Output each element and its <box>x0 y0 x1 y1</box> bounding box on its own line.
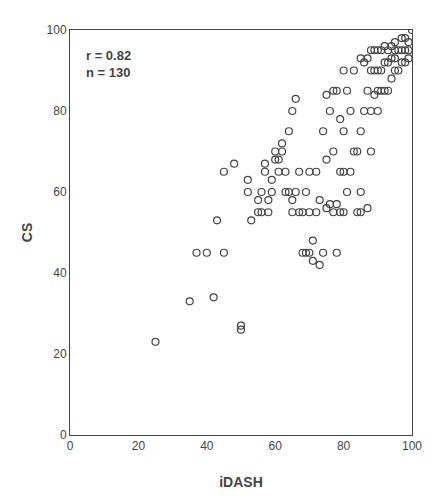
svg-text:20: 20 <box>132 439 146 453</box>
svg-text:80: 80 <box>53 104 67 118</box>
svg-text:0: 0 <box>67 439 74 453</box>
svg-text:40: 40 <box>200 439 214 453</box>
svg-text:40: 40 <box>53 266 67 280</box>
svg-text:100: 100 <box>402 439 422 453</box>
svg-text:100: 100 <box>47 23 67 37</box>
svg-text:60: 60 <box>53 185 67 199</box>
svg-text:20: 20 <box>53 347 67 361</box>
svg-text:CS: CS <box>19 223 35 242</box>
svg-text:80: 80 <box>337 439 351 453</box>
svg-text:0: 0 <box>60 428 67 442</box>
svg-text:iDASH: iDASH <box>219 474 263 490</box>
svg-text:60: 60 <box>269 439 283 453</box>
svg-text:r = 0.82n = 130: r = 0.82n = 130 <box>86 48 131 80</box>
